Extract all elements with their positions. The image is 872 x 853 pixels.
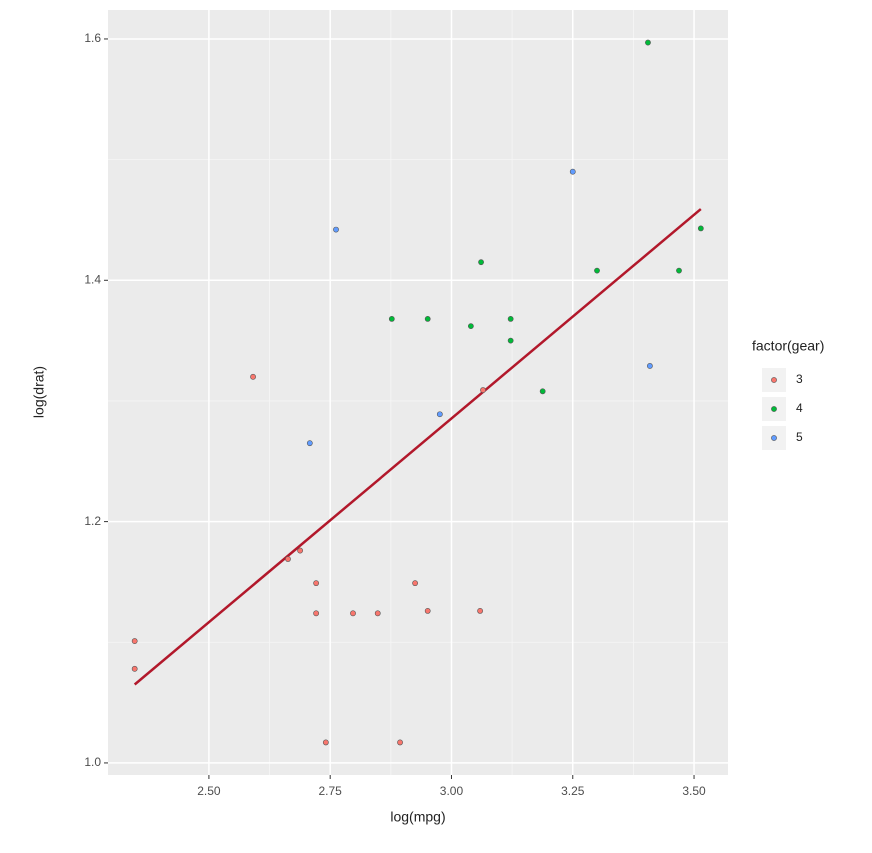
point (297, 547, 304, 554)
point (397, 739, 403, 746)
legend-label: 4 (796, 401, 803, 415)
point (467, 323, 474, 330)
point (594, 267, 600, 274)
legend-label: 5 (796, 430, 803, 444)
point (250, 373, 256, 380)
y-tick-label: 1.4 (84, 272, 101, 286)
point (388, 315, 395, 322)
point (322, 739, 329, 746)
y-tick-label: 1.2 (84, 514, 101, 528)
point (412, 580, 418, 587)
point (507, 315, 514, 322)
x-tick-label: 2.75 (319, 784, 343, 798)
point (350, 610, 356, 617)
y-axis-label: log(drat) (31, 366, 47, 418)
point (131, 665, 138, 672)
point (507, 337, 514, 344)
point (645, 39, 651, 46)
point (539, 388, 546, 395)
x-tick-label: 2.50 (197, 784, 221, 798)
legend-marker (771, 435, 777, 441)
point (436, 411, 443, 418)
legend-marker (771, 377, 777, 383)
point (569, 168, 576, 175)
point (646, 363, 653, 369)
point (676, 267, 682, 274)
legend-title: factor(gear) (752, 338, 824, 354)
point (480, 387, 486, 393)
panel (108, 10, 728, 775)
trend-line (133, 208, 702, 686)
point (424, 315, 431, 322)
point (333, 226, 339, 233)
point (285, 556, 291, 562)
point (131, 638, 138, 644)
y-tick-label: 1.0 (84, 755, 101, 769)
point (313, 610, 320, 617)
point (424, 607, 431, 614)
x-axis-label: log(mpg) (390, 809, 445, 825)
point (697, 225, 704, 232)
x-tick-label: 3.25 (561, 784, 585, 798)
point (478, 259, 484, 266)
point (313, 580, 320, 587)
x-tick-label: 3.00 (440, 784, 464, 798)
legend-label: 3 (796, 372, 803, 386)
legend-marker (771, 406, 777, 412)
point (477, 607, 483, 614)
y-tick-label: 1.6 (84, 31, 101, 45)
point (374, 610, 381, 617)
point (306, 440, 313, 447)
x-tick-label: 3.50 (682, 784, 706, 798)
